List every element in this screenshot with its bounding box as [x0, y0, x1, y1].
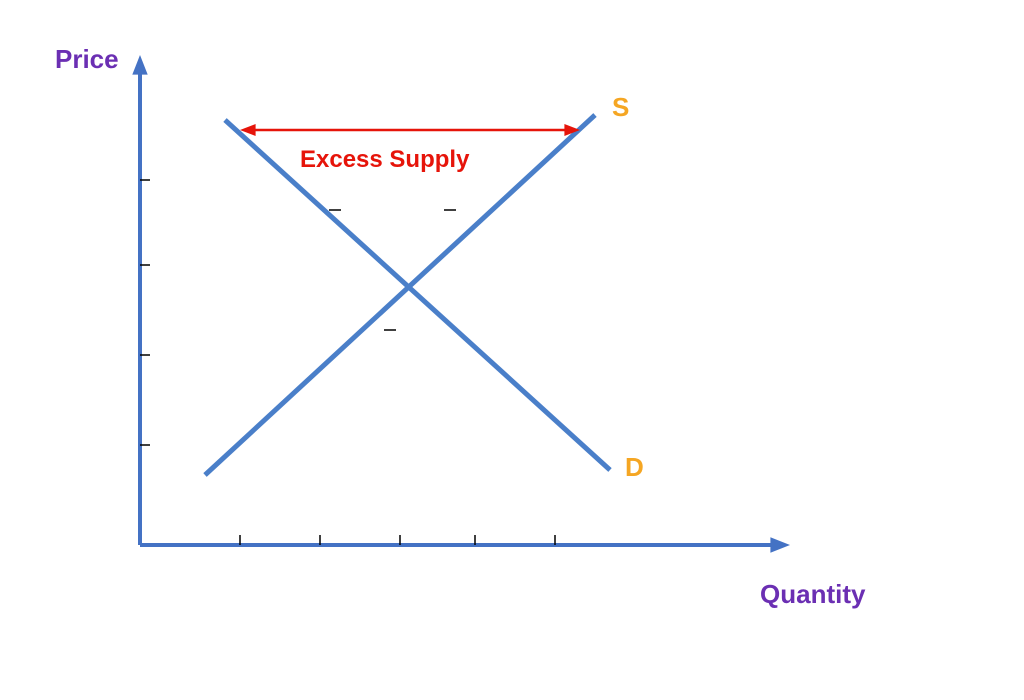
y-axis-label: Price — [55, 44, 119, 75]
supply-demand-chart: Price Quantity S D Excess Supply — [0, 0, 1024, 695]
x-axis-label: Quantity — [760, 579, 865, 610]
demand-curve-label: D — [625, 452, 644, 483]
excess-supply-label: Excess Supply — [300, 146, 469, 174]
chart-svg — [0, 0, 1024, 695]
supply-curve-label: S — [612, 92, 629, 123]
